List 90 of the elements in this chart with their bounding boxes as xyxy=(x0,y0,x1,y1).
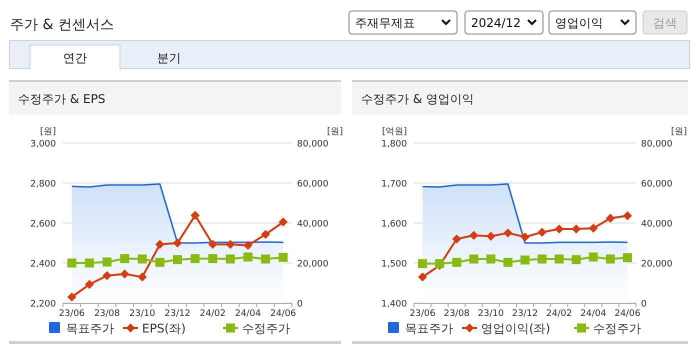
x-tick-label: 24/04 xyxy=(234,309,262,319)
y-tick-label: 1,600 xyxy=(381,220,408,230)
x-tick-label: 23/12 xyxy=(512,309,538,319)
x-tick-label: 23/10 xyxy=(478,309,504,319)
legend-label: 목표주가 xyxy=(405,322,453,336)
chart-title: 수정주가 & 영업이익 xyxy=(361,92,474,106)
text: 분기 xyxy=(157,51,181,65)
y-tick-label: 1,800 xyxy=(381,140,408,150)
y2-tick-label: 0 xyxy=(297,300,303,310)
x-tick-label: 23/08 xyxy=(94,309,120,319)
y-tick-label: 1,500 xyxy=(381,260,408,270)
x-tick-label: 23/06 xyxy=(410,309,436,319)
y-tick-label: 3,000 xyxy=(30,140,56,150)
text: 2024/12 xyxy=(471,16,521,30)
x-tick-label: 23/10 xyxy=(129,309,156,319)
y-tick-label: 1,400 xyxy=(381,300,408,310)
point xyxy=(622,211,632,220)
legend-label: 수정주가 xyxy=(242,322,290,336)
y2-tick-label: 80,000 xyxy=(297,140,329,150)
point xyxy=(606,214,615,223)
x-tick-label: 24/02 xyxy=(546,309,572,319)
text: 주가 & 컨센서스 xyxy=(10,17,114,33)
point xyxy=(418,259,428,268)
text: 주재무제표 xyxy=(355,16,415,30)
x-tick-label: 23/12 xyxy=(164,309,190,319)
point xyxy=(67,292,76,302)
point xyxy=(572,255,581,264)
point xyxy=(469,254,478,264)
y-tick-label: 2,800 xyxy=(30,180,56,190)
point xyxy=(486,232,496,241)
y-tick-label: 1,700 xyxy=(381,180,408,190)
y2-tick-label: 20,000 xyxy=(297,260,329,270)
text: 검색 xyxy=(653,16,677,30)
y-tick-label: 2,400 xyxy=(30,260,56,270)
y2-tick-label: 40,000 xyxy=(641,220,673,230)
point xyxy=(261,230,270,239)
point xyxy=(452,234,462,244)
point xyxy=(469,230,478,240)
y2-axis-title: [원] xyxy=(671,127,688,137)
point xyxy=(538,228,547,237)
point xyxy=(208,240,218,249)
point xyxy=(538,254,547,264)
point xyxy=(520,256,530,264)
legend-label: 목표주가 xyxy=(66,322,114,336)
point xyxy=(622,253,632,262)
x-tick-label: 23/06 xyxy=(58,309,86,319)
y2-tick-label: 40,000 xyxy=(297,220,329,230)
point xyxy=(190,210,200,220)
y2-axis-title: [원] xyxy=(327,127,344,137)
y-axis-title: [억원] xyxy=(382,127,407,137)
point xyxy=(588,252,598,262)
y2-tick-label: 0 xyxy=(641,300,647,310)
point xyxy=(486,254,496,264)
x-tick-label: 24/02 xyxy=(200,309,226,319)
x-tick-label: 24/04 xyxy=(580,309,607,319)
point xyxy=(452,258,462,267)
point xyxy=(554,254,564,264)
point xyxy=(572,224,581,234)
y2-tick-label: 20,000 xyxy=(641,260,673,270)
y-tick-label: 2,200 xyxy=(30,300,56,310)
point xyxy=(226,240,235,249)
x-tick-label: 23/08 xyxy=(444,309,470,319)
point xyxy=(520,232,530,242)
text: 영업이익 xyxy=(555,16,603,30)
y2-tick-label: 80,000 xyxy=(641,140,673,150)
point xyxy=(278,218,288,226)
point xyxy=(588,224,598,233)
point xyxy=(120,270,130,278)
y-tick-label: 2,600 xyxy=(30,220,56,230)
point xyxy=(138,272,147,282)
point xyxy=(503,228,512,238)
legend-label: EPS(좌) xyxy=(142,322,186,336)
point xyxy=(84,280,94,289)
legend-label: 영업이익(좌) xyxy=(481,322,550,336)
legend-label: 수정주가 xyxy=(593,322,641,336)
x-tick-label: 24/06 xyxy=(270,309,296,319)
y2-tick-label: 60,000 xyxy=(641,180,673,190)
point xyxy=(606,254,615,264)
x-tick-label: 24/06 xyxy=(614,309,641,319)
y-axis-title: [원] xyxy=(40,127,56,137)
point xyxy=(173,238,182,248)
point xyxy=(418,272,428,282)
chart-title: 수정주가 & EPS xyxy=(18,92,106,106)
point xyxy=(503,258,512,267)
text: 연간 xyxy=(63,51,87,65)
point xyxy=(102,271,112,280)
point xyxy=(554,224,564,234)
point xyxy=(243,240,252,250)
point xyxy=(155,240,164,249)
y2-tick-label: 60,000 xyxy=(297,180,329,190)
